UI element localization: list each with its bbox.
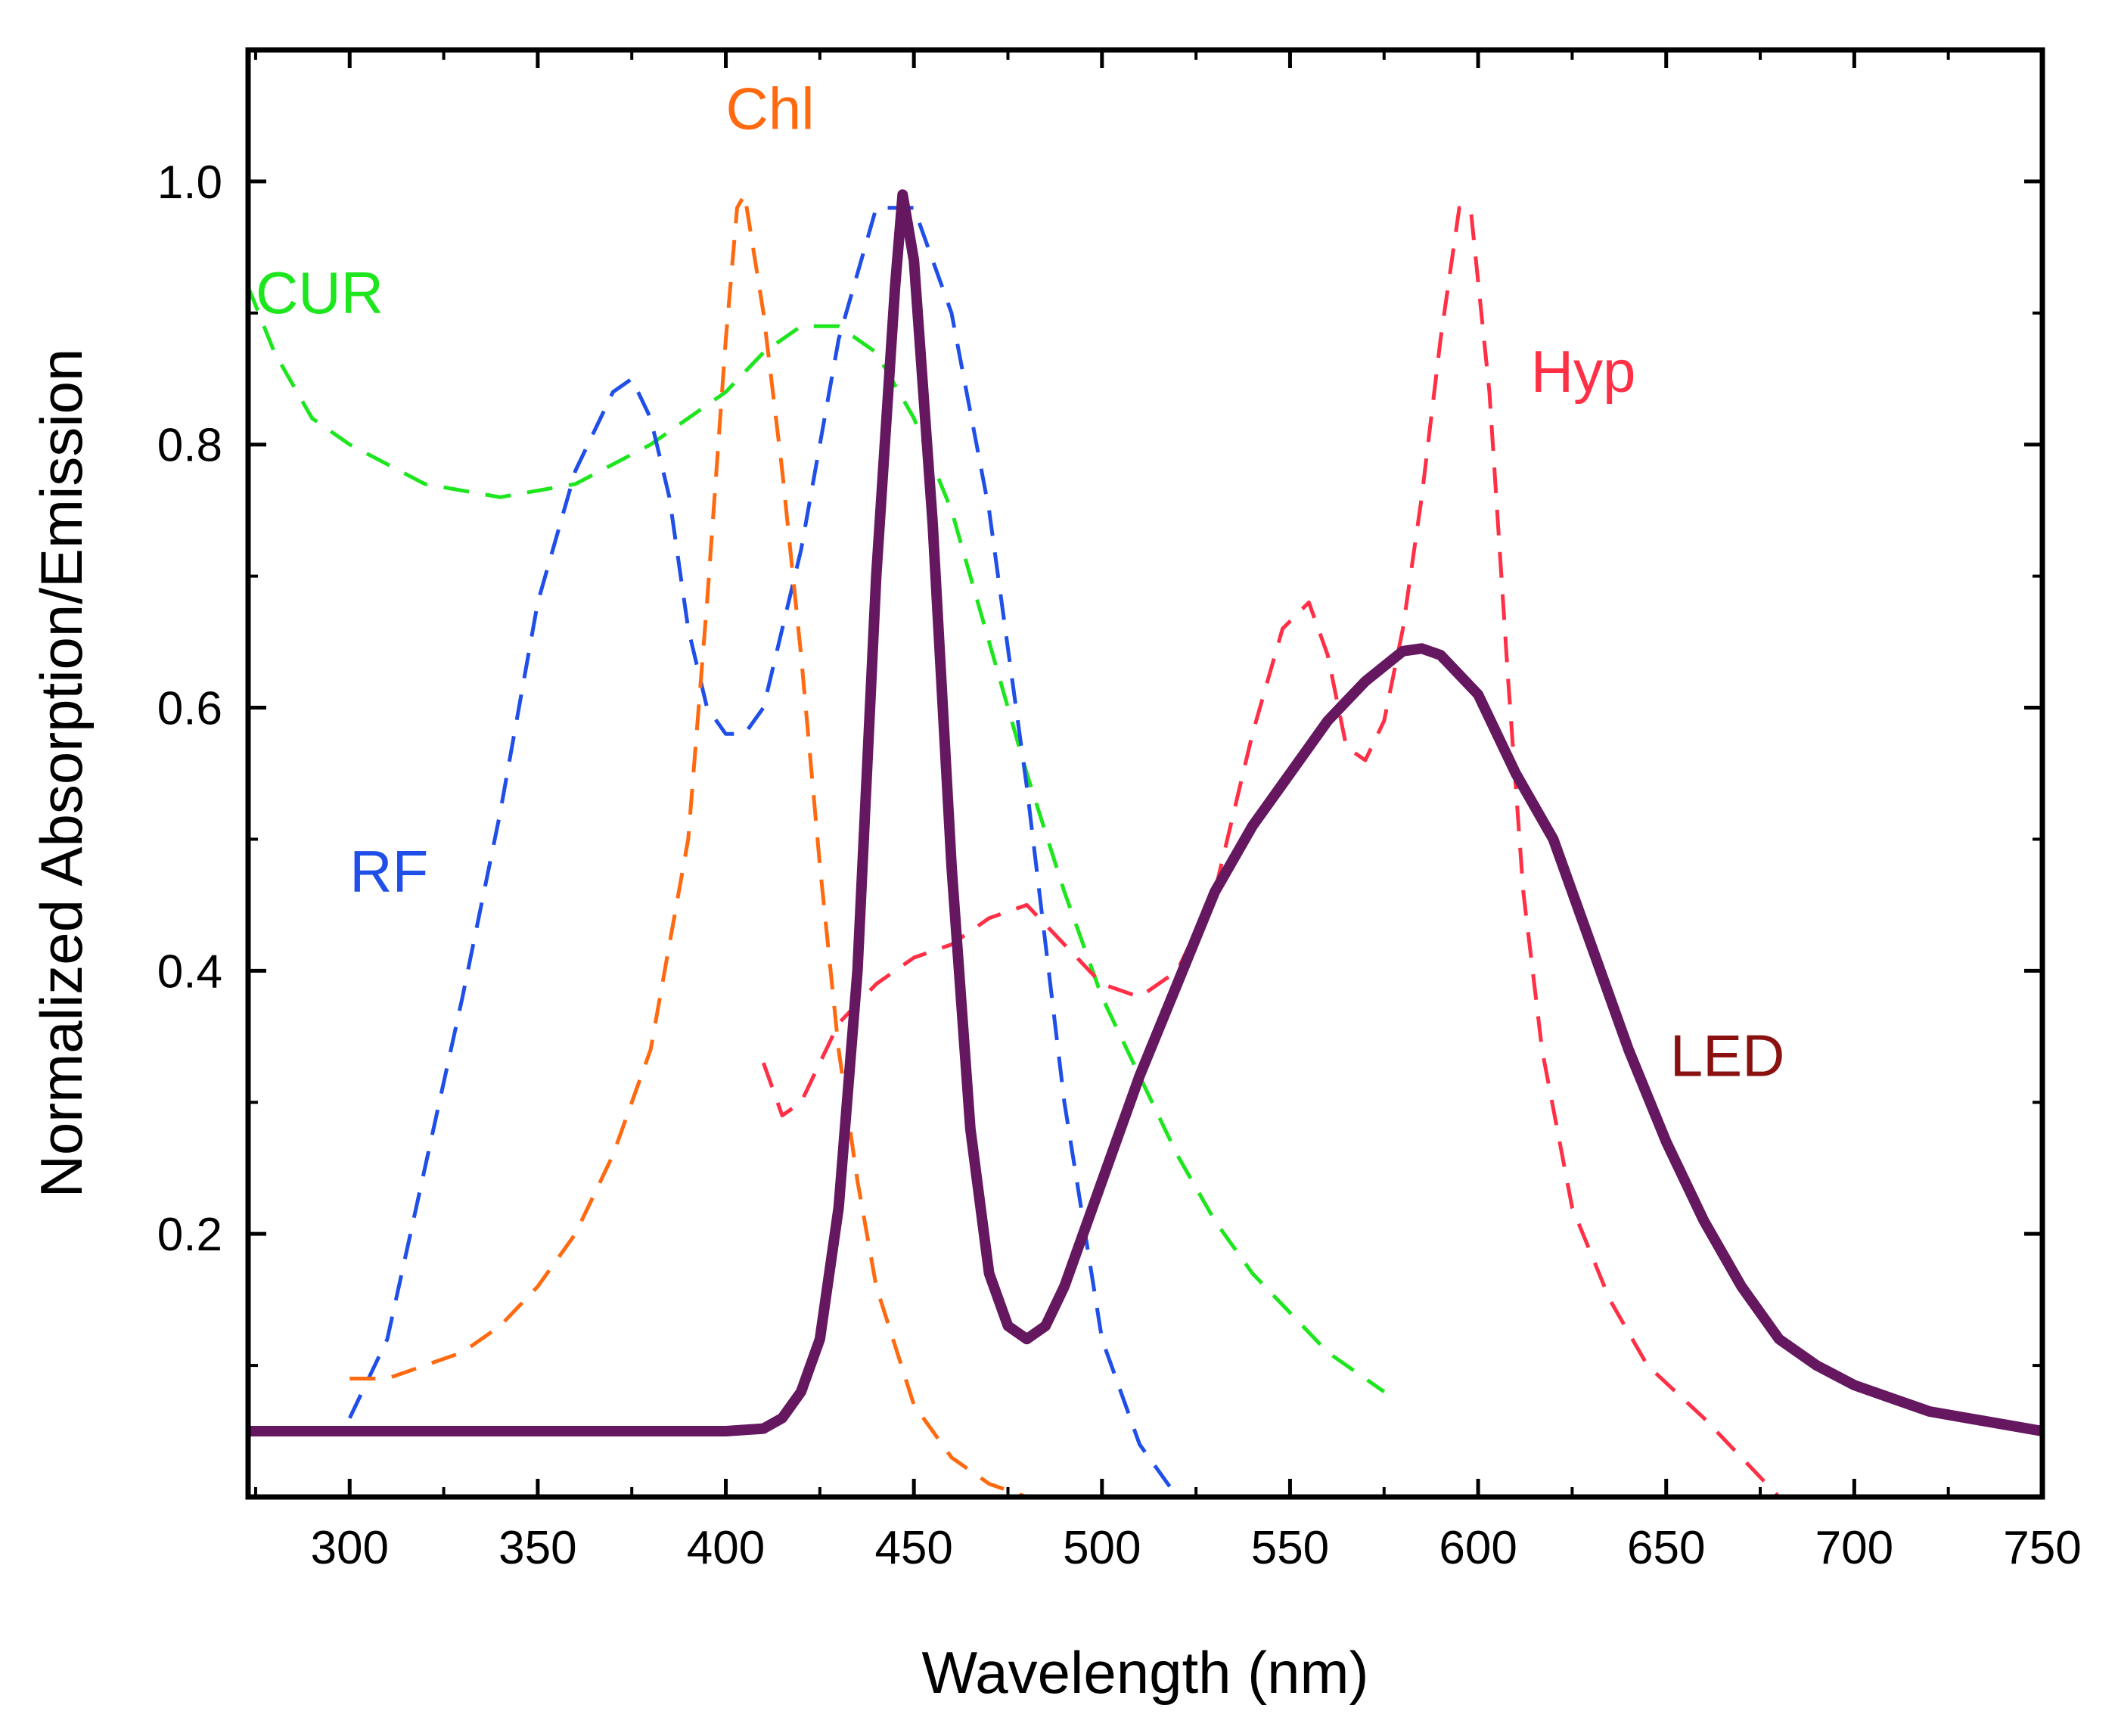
y-tick-label: 0.4 xyxy=(157,946,222,998)
x-tick-label: 500 xyxy=(1063,1522,1141,1574)
series-cur-line xyxy=(248,286,1386,1393)
plot-frame xyxy=(245,47,2045,1500)
x-tick-label: 400 xyxy=(687,1522,765,1574)
series-labels: CUR RF Chl Hyp LED xyxy=(256,75,1784,1088)
y-tick-labels: 0.2 0.4 0.6 0.8 1.0 xyxy=(157,157,222,1261)
x-axis-title: Wavelength (nm) xyxy=(922,1639,1369,1706)
x-tick-labels: 300 350 400 450 500 550 600 650 700 750 xyxy=(311,1522,2082,1574)
y-axis-title: Normalized Absorption/Emission xyxy=(28,349,95,1198)
series-label-hyp: Hyp xyxy=(1531,338,1636,405)
series-lines xyxy=(248,189,2042,1497)
x-tick-label: 700 xyxy=(1815,1522,1893,1574)
series-label-cur: CUR xyxy=(256,259,384,326)
x-tick-label: 450 xyxy=(874,1522,952,1574)
series-led-line xyxy=(248,189,2042,1436)
series-rf-line xyxy=(348,206,1179,1497)
series-hyp-line xyxy=(761,206,1781,1497)
x-tick-label: 300 xyxy=(311,1522,389,1574)
series-chl-line xyxy=(349,192,1253,1497)
x-tick-label: 600 xyxy=(1439,1522,1517,1574)
tick-marks xyxy=(248,48,2045,1497)
series-label-led: LED xyxy=(1670,1022,1785,1088)
series-label-rf: RF xyxy=(349,838,428,905)
y-tick-label: 1.0 xyxy=(157,157,222,209)
y-tick-label: 0.6 xyxy=(157,683,222,735)
y-tick-label: 0.8 xyxy=(157,420,222,472)
x-tick-label: 650 xyxy=(1627,1522,1705,1574)
y-tick-label: 0.2 xyxy=(157,1209,222,1261)
x-tick-label: 550 xyxy=(1251,1522,1329,1574)
x-tick-label: 350 xyxy=(498,1522,576,1574)
x-tick-label: 750 xyxy=(2003,1522,2081,1574)
series-label-chl: Chl xyxy=(726,75,815,141)
